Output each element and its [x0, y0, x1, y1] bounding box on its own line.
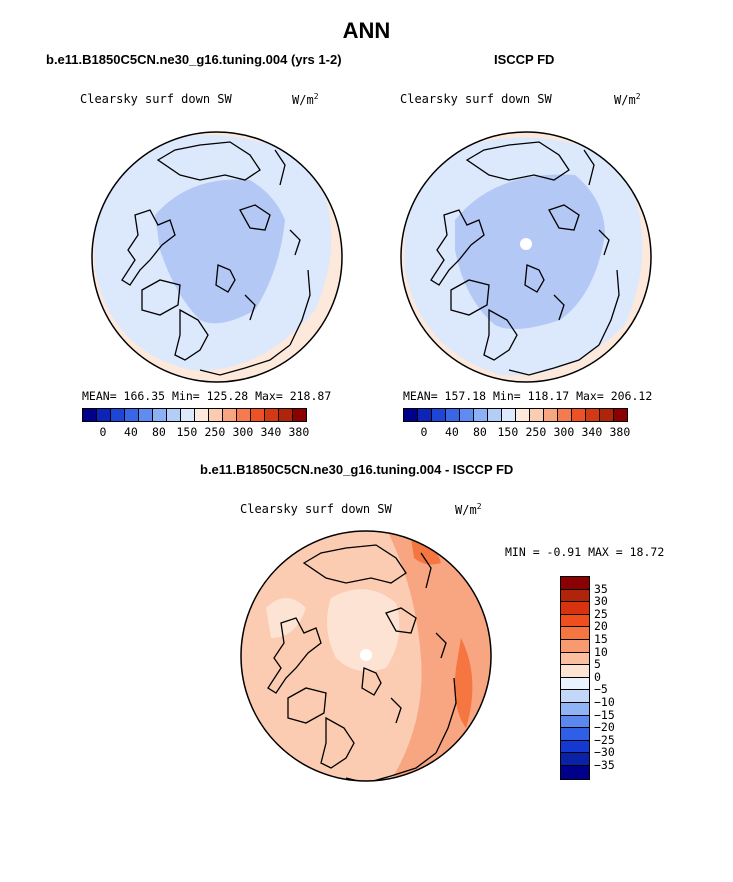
colorbar-swatch [223, 409, 237, 421]
panel2-subtitle: ISCCP FD [494, 52, 555, 67]
colorbar-tick-label: −35 [594, 758, 615, 772]
colorbar-tick-label: 5 [594, 657, 601, 672]
colorbar-swatch [195, 409, 209, 421]
colorbar-tick-label: 10 [594, 644, 608, 659]
colorbar-swatch [251, 409, 265, 421]
colorbar-tick-label: 35 [594, 581, 608, 596]
colorbar-tick-label: 30 [594, 594, 608, 609]
colorbar-swatch [125, 409, 139, 421]
colorbar-swatch [561, 602, 589, 615]
panel1-stats: MEAN= 166.35 Min= 125.28 Max= 218.87 [82, 389, 332, 403]
colorbar-swatch [237, 409, 251, 421]
colorbar-tick-label: −30 [594, 745, 615, 760]
panel2-units: W/m2 [614, 92, 641, 107]
colorbar-swatch [572, 409, 586, 421]
panel3-units: W/m2 [455, 502, 482, 517]
colorbar-tick-label: 15 [594, 632, 608, 646]
colorbar-swatch [293, 409, 306, 421]
panel2-polar-map [400, 131, 652, 383]
colorbar-tick-label: 250 [525, 425, 547, 439]
panel2-var-label: Clearsky surf down SW [400, 92, 552, 106]
colorbar-swatch [460, 409, 474, 421]
colorbar-tick-label: 25 [594, 606, 608, 621]
colorbar-swatch [446, 409, 460, 421]
colorbar-tick-label: 340 [581, 425, 603, 439]
colorbar-tick-label: −5 [594, 682, 608, 697]
colorbar-tick-label: 250 [204, 425, 226, 439]
colorbar-swatch [432, 409, 446, 421]
colorbar-swatch [153, 409, 167, 421]
colorbar-swatch [97, 409, 111, 421]
colorbar-swatch [558, 409, 572, 421]
panel3-subtitle: b.e11.B1850C5CN.ne30_g16.tuning.004 - IS… [200, 462, 514, 477]
panel3-polar-map [240, 530, 492, 782]
panel1-units: W/m2 [292, 92, 319, 107]
colorbar-swatch [561, 589, 589, 603]
colorbar-tick-label: −20 [594, 720, 615, 735]
colorbar-tick-label: −15 [594, 707, 615, 722]
colorbar-tick-label: −25 [594, 732, 615, 747]
panel1-subtitle: b.e11.B1850C5CN.ne30_g16.tuning.004 (yrs… [46, 52, 342, 67]
colorbar-swatch [474, 409, 488, 421]
colorbar-swatch [279, 409, 293, 421]
colorbar-swatch [516, 409, 530, 421]
colorbar-swatch [561, 614, 589, 628]
panel3-minmax: MIN = -0.91 MAX = 18.72 [505, 545, 665, 559]
colorbar-swatch [561, 715, 589, 729]
colorbar-swatch [139, 409, 153, 421]
colorbar-swatch [561, 740, 589, 754]
panel3-var-label: Clearsky surf down SW [240, 502, 392, 516]
colorbar-swatch [265, 409, 279, 421]
colorbar-swatch [561, 765, 589, 779]
panel1-var-label: Clearsky surf down SW [80, 92, 232, 106]
panel1-polar-map [91, 131, 343, 383]
panel2-stats: MEAN= 157.18 Min= 118.17 Max= 206.12 [403, 389, 653, 403]
colorbar-swatch [561, 702, 589, 716]
colorbar-swatch [167, 409, 181, 421]
colorbar-swatch [418, 409, 432, 421]
colorbar-tick-label: 40 [445, 425, 459, 439]
panel2-colorbar [403, 408, 628, 422]
colorbar-tick-label: 150 [497, 425, 519, 439]
colorbar-tick-label: 40 [124, 425, 138, 439]
colorbar-swatch [561, 753, 589, 766]
colorbar-tick-label: 0 [594, 669, 601, 684]
colorbar-swatch [83, 409, 97, 421]
colorbar-swatch [561, 652, 589, 666]
panel3-colorbar [560, 576, 590, 780]
colorbar-swatch [502, 409, 516, 421]
colorbar-tick-label: 0 [99, 425, 107, 439]
colorbar-swatch [544, 409, 558, 421]
colorbar-tick-label: 80 [152, 425, 166, 439]
colorbar-tick-label: 150 [176, 425, 198, 439]
colorbar-tick-label: −10 [594, 695, 615, 709]
colorbar-tick-label: 80 [473, 425, 487, 439]
colorbar-swatch [561, 627, 589, 640]
colorbar-tick-label: 340 [260, 425, 282, 439]
colorbar-tick-label: 300 [553, 425, 575, 439]
colorbar-tick-label: 300 [232, 425, 254, 439]
colorbar-swatch [561, 665, 589, 678]
colorbar-swatch [561, 690, 589, 703]
colorbar-swatch [561, 728, 589, 741]
colorbar-swatch [561, 677, 589, 691]
colorbar-swatch [614, 409, 627, 421]
colorbar-swatch [530, 409, 544, 421]
colorbar-swatch [561, 577, 589, 590]
colorbar-tick-label: 380 [609, 425, 631, 439]
colorbar-swatch [209, 409, 223, 421]
panel1-colorbar [82, 408, 307, 422]
colorbar-swatch [181, 409, 195, 421]
colorbar-swatch [600, 409, 614, 421]
colorbar-swatch [111, 409, 125, 421]
colorbar-swatch [488, 409, 502, 421]
colorbar-tick-label: 20 [594, 619, 608, 634]
colorbar-swatch [561, 639, 589, 653]
colorbar-tick-label: 0 [420, 425, 428, 439]
colorbar-tick-label: 380 [288, 425, 310, 439]
colorbar-swatch [586, 409, 600, 421]
main-title: ANN [342, 18, 391, 43]
colorbar-swatch [404, 409, 418, 421]
